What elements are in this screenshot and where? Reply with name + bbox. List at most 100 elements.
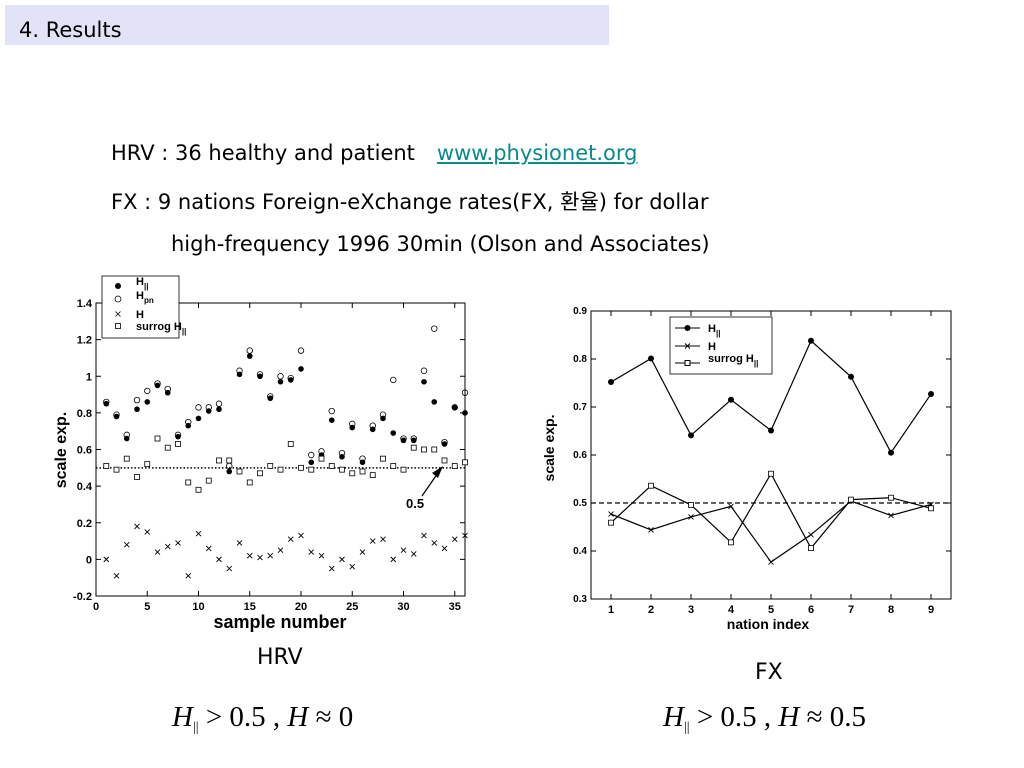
hrv-legend-label-surrog: surrog H|| bbox=[136, 321, 186, 336]
hrv-info-text: HRV : 36 healthy and patient bbox=[111, 141, 415, 165]
physionet-link[interactable]: www.physionet.org bbox=[436, 141, 638, 165]
fx-x-tick-label: 5 bbox=[768, 604, 774, 616]
hrv-point-series3 bbox=[267, 463, 274, 469]
fx-point-series1 bbox=[728, 503, 734, 510]
hrv-x-tick-label: 15 bbox=[244, 601, 256, 613]
hrv-point-series3 bbox=[380, 455, 386, 462]
fx-x-tick-label: 3 bbox=[688, 604, 694, 616]
hrv-point-series2 bbox=[451, 536, 458, 543]
hrv-x-axis-label: sample number bbox=[213, 612, 346, 632]
hrv-point-series0 bbox=[195, 415, 202, 422]
hrv-legend-hpar-sub: || bbox=[144, 282, 148, 291]
hrv-point-series1 bbox=[420, 367, 428, 374]
hrv-point-series3 bbox=[123, 455, 130, 462]
hrv-point-series2 bbox=[185, 573, 192, 579]
hrv-formula-rel1: > 0.5 , bbox=[198, 701, 288, 733]
hrv-point-series3 bbox=[390, 463, 397, 469]
hrv-point-series2 bbox=[369, 538, 376, 544]
fx-formula: H|| > 0.5 , H ≈ 0.5 bbox=[663, 701, 866, 736]
hrv-point-series1 bbox=[113, 411, 120, 418]
hrv-point-series3 bbox=[400, 466, 407, 473]
hrv-point-series3 bbox=[339, 466, 345, 473]
hrv-point-series0 bbox=[390, 430, 397, 436]
hrv-point-series3 bbox=[441, 457, 448, 464]
fx-formula-rel2: ≈ 0.5 bbox=[799, 701, 867, 733]
hrv-point-series0 bbox=[113, 413, 120, 420]
fx-y-axis-label: scale exp. bbox=[541, 415, 557, 482]
hrv-point-series0 bbox=[298, 366, 304, 372]
fx-x-tick-label: 4 bbox=[728, 604, 735, 616]
hrv-point-series2 bbox=[359, 549, 366, 555]
fx-formula-h-par: H bbox=[663, 701, 684, 733]
hrv-point-series2 bbox=[421, 532, 427, 539]
fx-point-series0 bbox=[848, 373, 854, 380]
hrv-point-series2 bbox=[349, 563, 356, 570]
hrv-point-series1 bbox=[154, 380, 161, 387]
hrv-y-tick-label: 1.4 bbox=[77, 298, 93, 310]
hrv-point-series2 bbox=[164, 543, 171, 550]
hrv-point-series3 bbox=[318, 455, 325, 462]
fx-x-tick-label: 7 bbox=[848, 604, 854, 616]
hrv-point-series2 bbox=[318, 552, 325, 559]
hrv-point-series0 bbox=[267, 395, 274, 402]
fx-point-series1 bbox=[808, 531, 814, 538]
hrv-point-series1 bbox=[318, 448, 325, 455]
hrv-point-series2 bbox=[154, 549, 161, 555]
header-bar: 4. Results bbox=[5, 5, 609, 45]
fx-point-series2 bbox=[728, 539, 734, 546]
fx-point-series2 bbox=[608, 519, 614, 526]
hrv-point-series2 bbox=[380, 536, 386, 543]
hrv-y-tick-label: 0.2 bbox=[77, 518, 92, 530]
hrv-y-tick-label: 1.2 bbox=[77, 335, 92, 347]
hrv-point-series0 bbox=[257, 373, 263, 380]
hrv-point-series0 bbox=[451, 404, 458, 411]
hrv-point-series3 bbox=[144, 461, 151, 468]
fx-x-tick-label: 1 bbox=[608, 604, 614, 616]
hrv-point-series3 bbox=[134, 474, 140, 480]
hrv-point-series3 bbox=[113, 466, 120, 473]
hrv-point-series3 bbox=[298, 464, 304, 471]
hrv-formula-h-par: H bbox=[172, 701, 193, 733]
fx-panel-title: FX bbox=[755, 660, 783, 685]
hrv-legend-label-hpn: Hpn bbox=[136, 290, 154, 305]
hrv-point-series3 bbox=[175, 441, 181, 447]
hrv-x-tick-label: 25 bbox=[346, 601, 358, 613]
hrv-point-series0 bbox=[246, 353, 253, 359]
hrv-annotation-arrowhead bbox=[432, 466, 443, 478]
hrv-point-series1 bbox=[308, 451, 315, 459]
hrv-y-tick-label: 1 bbox=[86, 371, 92, 383]
hrv-point-series1 bbox=[205, 404, 212, 411]
hrv-plot-frame bbox=[95, 302, 466, 597]
hrv-point-series2 bbox=[328, 565, 335, 572]
hrv-point-series1 bbox=[297, 347, 305, 354]
fx-info-line-2: high-frequency 1996 30min (Olson and Ass… bbox=[171, 232, 710, 256]
fx-point-series0 bbox=[928, 391, 934, 398]
hrv-legend-surrog-base: surrog H bbox=[136, 321, 182, 333]
fx-y-tick-label: 0.6 bbox=[573, 450, 587, 461]
hrv-point-series1 bbox=[164, 385, 171, 393]
fx-point-series2 bbox=[648, 482, 654, 489]
fx-legend-surrog-base: surrog H bbox=[708, 353, 754, 365]
hrv-point-series0 bbox=[308, 459, 315, 466]
hrv-point-series1 bbox=[287, 374, 294, 382]
hrv-point-series3 bbox=[195, 486, 202, 493]
hrv-point-series2 bbox=[287, 536, 294, 543]
hrv-formula-rel2: ≈ 0 bbox=[308, 701, 354, 733]
hrv-point-series3 bbox=[103, 463, 110, 469]
hrv-point-series1 bbox=[103, 398, 110, 406]
hrv-point-series2 bbox=[216, 556, 222, 563]
hrv-point-series3 bbox=[431, 446, 438, 453]
fx-point-series0 bbox=[728, 396, 734, 403]
hrv-legend-marker-h bbox=[115, 311, 121, 317]
hrv-point-series2 bbox=[226, 565, 233, 572]
hrv-point-series1 bbox=[144, 387, 151, 395]
hrv-point-series1 bbox=[215, 400, 223, 407]
hrv-point-series2 bbox=[298, 532, 304, 539]
hrv-point-series2 bbox=[400, 547, 407, 554]
hrv-point-series3 bbox=[226, 457, 233, 464]
hrv-y-tick-label: 0.6 bbox=[77, 445, 92, 457]
hrv-x-tick-label: 10 bbox=[192, 601, 204, 613]
hrv-point-series0 bbox=[400, 437, 407, 444]
hrv-point-series3 bbox=[451, 463, 458, 469]
hrv-legend-marker-hpar bbox=[115, 283, 121, 289]
